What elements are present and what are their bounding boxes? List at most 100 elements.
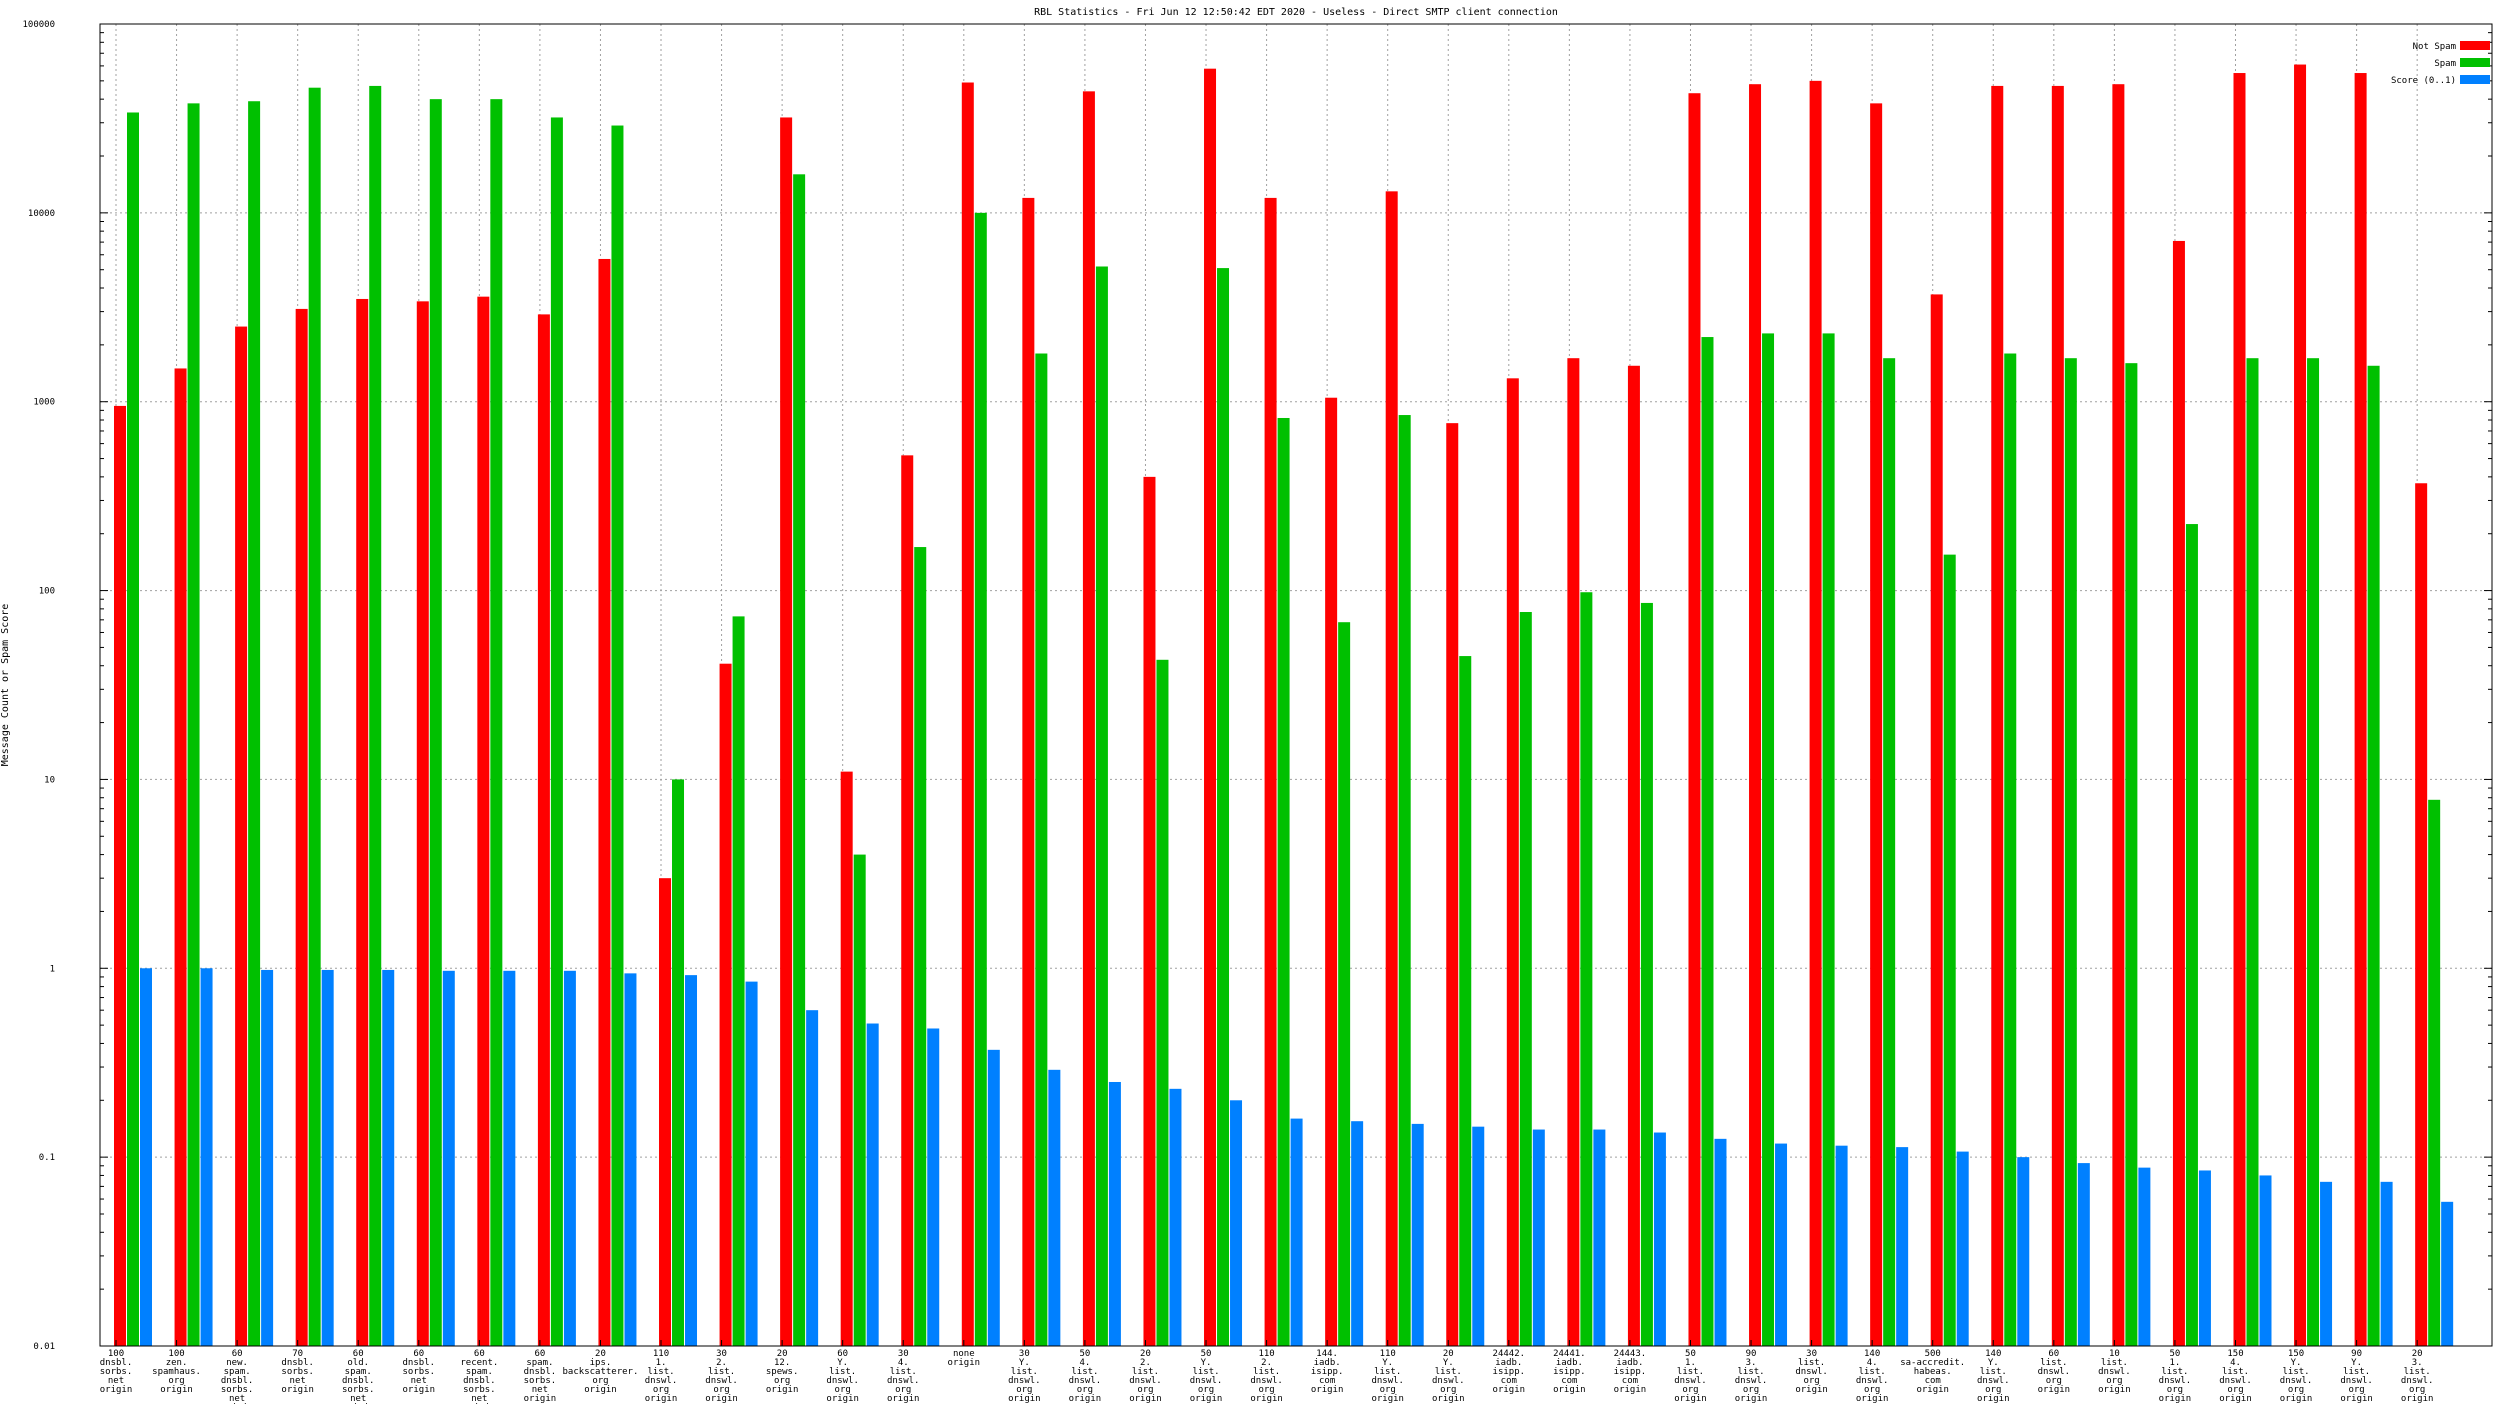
y-tick-label: 10 bbox=[44, 775, 55, 785]
axes: 0.01 0.1 1 10 100 1000 10000 100000 100 dnsbl. sor… bbox=[22, 20, 2492, 1404]
bar-0-15 bbox=[1022, 197, 1035, 1346]
bar-0-22 bbox=[1446, 423, 1459, 1346]
x-tick-label: 140 Y. list. dnswl. org origin bbox=[1977, 1349, 2010, 1404]
bar-1-13 bbox=[914, 547, 927, 1346]
bar-1-33 bbox=[2125, 363, 2138, 1346]
bar-1-27 bbox=[1762, 333, 1775, 1346]
bar-0-24 bbox=[1567, 358, 1580, 1346]
legend-label: Not Spam bbox=[2413, 42, 2456, 52]
bar-0-29 bbox=[1870, 103, 1883, 1347]
bar-1-36 bbox=[2307, 358, 2320, 1346]
bar-0-6 bbox=[477, 296, 490, 1346]
bar-1-16 bbox=[1095, 266, 1108, 1346]
bar-1-5 bbox=[429, 99, 442, 1347]
bar-2-25 bbox=[1653, 1132, 1666, 1346]
bar-1-30 bbox=[1943, 554, 1956, 1346]
legend-swatch bbox=[2460, 58, 2490, 67]
bar-1-34 bbox=[2185, 524, 2198, 1346]
bar-1-26 bbox=[1701, 337, 1714, 1347]
y-tick-label: 0.1 bbox=[39, 1153, 55, 1163]
bar-2-28 bbox=[1835, 1145, 1848, 1346]
x-tick-label: 30 2. list. dnswl. org origin bbox=[705, 1349, 738, 1404]
y-tick-label: 100000 bbox=[22, 20, 55, 30]
bar-2-4 bbox=[382, 969, 395, 1346]
x-tick-label: 10 list. dnswl. org origin bbox=[2098, 1349, 2131, 1395]
bar-0-8 bbox=[598, 258, 611, 1346]
bar-2-31 bbox=[2017, 1157, 2030, 1346]
y-axis-label: Message Count or Spam Score bbox=[0, 604, 11, 767]
bar-0-10 bbox=[719, 663, 732, 1346]
bar-2-36 bbox=[2320, 1181, 2333, 1346]
bar-1-37 bbox=[2367, 365, 2380, 1346]
bar-1-28 bbox=[1822, 333, 1835, 1346]
x-tick-label: 20 2. list. dnswl. org origin bbox=[1129, 1349, 1162, 1404]
bar-1-0 bbox=[127, 112, 139, 1347]
bar-1-22 bbox=[1459, 656, 1472, 1346]
bar-2-32 bbox=[2077, 1163, 2090, 1346]
x-tick-label: 100 dnsbl. sorbs. net origin bbox=[100, 1349, 133, 1395]
y-tick-label: 100 bbox=[39, 587, 55, 597]
x-tick-label: 90 Y. list. dnswl. org origin bbox=[2340, 1349, 2373, 1404]
legend-swatch bbox=[2460, 75, 2490, 84]
bar-0-0 bbox=[114, 405, 126, 1346]
bars bbox=[114, 64, 2454, 1347]
bar-1-6 bbox=[490, 99, 503, 1347]
bar-1-19 bbox=[1277, 417, 1290, 1346]
y-tick-label: 1 bbox=[50, 964, 55, 974]
x-tick-label: 20 12. spews. org origin bbox=[766, 1349, 799, 1395]
x-tick-label: none origin bbox=[948, 1349, 981, 1368]
bar-0-7 bbox=[537, 314, 550, 1347]
bar-0-27 bbox=[1749, 84, 1762, 1347]
bar-1-24 bbox=[1580, 592, 1593, 1346]
bar-0-34 bbox=[2172, 240, 2185, 1347]
bar-0-37 bbox=[2354, 73, 2367, 1346]
bar-0-16 bbox=[1082, 91, 1095, 1346]
bar-2-16 bbox=[1108, 1081, 1121, 1346]
x-tick-label: 30 Y. list. dnswl. org origin bbox=[1008, 1349, 1041, 1404]
bar-0-4 bbox=[356, 298, 369, 1346]
bar-0-23 bbox=[1506, 378, 1519, 1347]
x-tick-label: 110 2. list. dnswl. org origin bbox=[1250, 1349, 1283, 1404]
bar-1-1 bbox=[187, 103, 200, 1347]
bar-1-10 bbox=[732, 616, 745, 1346]
bar-0-13 bbox=[901, 455, 914, 1346]
bar-0-25 bbox=[1627, 365, 1640, 1346]
bar-0-30 bbox=[1930, 294, 1943, 1347]
x-tick-label: 140 4. list. dnswl. org origin bbox=[1856, 1349, 1889, 1404]
y-tick-label: 10000 bbox=[28, 209, 55, 219]
bar-1-9 bbox=[672, 779, 685, 1346]
bar-1-29 bbox=[1883, 358, 1896, 1346]
y-tick-label: 0.01 bbox=[33, 1342, 55, 1352]
bar-1-14 bbox=[974, 212, 987, 1346]
x-tick-label: 24442. iadb. isipp. com origin bbox=[1493, 1349, 1526, 1395]
bar-0-28 bbox=[1809, 80, 1822, 1346]
x-tick-label: 50 1. list. dnswl. org origin bbox=[1674, 1349, 1707, 1404]
bar-2-20 bbox=[1351, 1121, 1364, 1346]
x-tick-label: 20 3. list. dnswl. org origin bbox=[2401, 1349, 2434, 1404]
bar-2-35 bbox=[2259, 1175, 2272, 1346]
bar-2-27 bbox=[1775, 1143, 1788, 1346]
bar-1-23 bbox=[1519, 612, 1532, 1346]
bar-1-11 bbox=[793, 174, 806, 1347]
bar-2-11 bbox=[806, 1010, 819, 1346]
x-tick-label: 30 list. dnswl. org origin bbox=[1795, 1349, 1828, 1395]
bar-1-35 bbox=[2246, 358, 2259, 1346]
bar-2-9 bbox=[685, 975, 698, 1346]
x-tick-label: 60 spam. dnsbl. sorbs. net origin bbox=[524, 1349, 557, 1404]
bar-0-2 bbox=[235, 326, 248, 1346]
bar-1-8 bbox=[611, 125, 624, 1346]
bar-0-14 bbox=[961, 82, 974, 1347]
bar-2-19 bbox=[1290, 1118, 1303, 1346]
bar-2-37 bbox=[2380, 1181, 2393, 1346]
bar-0-5 bbox=[416, 301, 429, 1346]
bar-2-7 bbox=[563, 970, 576, 1346]
bar-0-3 bbox=[295, 308, 308, 1346]
bar-2-15 bbox=[1048, 1069, 1061, 1346]
bar-2-6 bbox=[503, 970, 516, 1346]
y-tick-label: 1000 bbox=[33, 398, 55, 408]
bar-1-31 bbox=[2004, 353, 2017, 1346]
bar-0-12 bbox=[840, 771, 853, 1346]
bar-1-25 bbox=[1640, 602, 1653, 1346]
bar-1-32 bbox=[2064, 358, 2077, 1346]
bar-0-36 bbox=[2294, 64, 2307, 1346]
